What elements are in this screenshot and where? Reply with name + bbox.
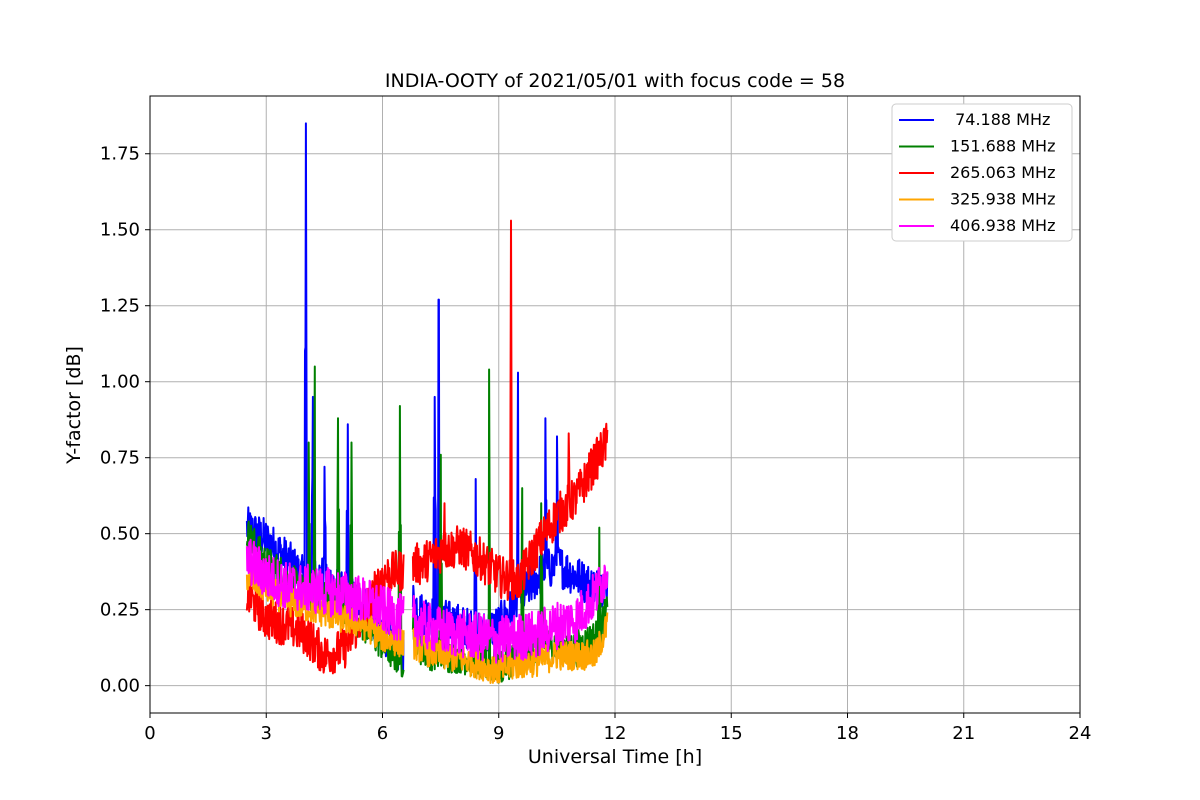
y-tick-label: 1.50 — [100, 220, 140, 241]
x-tick-label: 15 — [720, 723, 743, 744]
chart-title: INDIA-OOTY of 2021/05/01 with focus code… — [385, 70, 845, 92]
x-tick-label: 9 — [493, 723, 504, 744]
legend-label: 74.188 MHz — [950, 110, 1050, 129]
legend-label: 406.938 MHz — [950, 216, 1055, 235]
tick-labels: 0 3 6 9 12 15 18 21 24 0.00 0.25 0.50 0.75 1.00 1.25 1.… — [100, 144, 1092, 744]
x-tick-label: 18 — [836, 723, 859, 744]
x-tick-label: 3 — [261, 723, 272, 744]
y-tick-label: 1.75 — [100, 144, 140, 165]
legend: 74.188 MHz 151.688 MHz 265.063 MHz 325.938 … — [891, 103, 1073, 242]
y-axis-label: Y-factor [dB] — [63, 346, 85, 465]
y-tick-label: 0.50 — [100, 524, 140, 545]
series-line — [245, 538, 609, 664]
x-tick-label: 24 — [1069, 723, 1092, 744]
x-tick-label: 12 — [604, 723, 627, 744]
y-tick-label: 0.00 — [100, 676, 140, 697]
x-axis-label: Universal Time [h] — [528, 746, 702, 768]
plot-frame — [149, 95, 1081, 714]
x-tick-label: 21 — [952, 723, 975, 744]
y-tick-label: 0.75 — [100, 448, 140, 469]
y-tick-label: 1.00 — [100, 372, 140, 393]
legend-frame — [891, 103, 1073, 242]
y-tick-label: 1.25 — [100, 296, 140, 317]
x-tick-label: 6 — [377, 723, 388, 744]
series-lines — [245, 122, 609, 684]
legend-label: 151.688 MHz — [950, 137, 1055, 156]
x-tick-label: 0 — [144, 723, 155, 744]
legend-label: 325.938 MHz — [950, 190, 1055, 209]
y-tick-label: 0.25 — [100, 600, 140, 621]
legend-label: 265.063 MHz — [950, 163, 1055, 182]
